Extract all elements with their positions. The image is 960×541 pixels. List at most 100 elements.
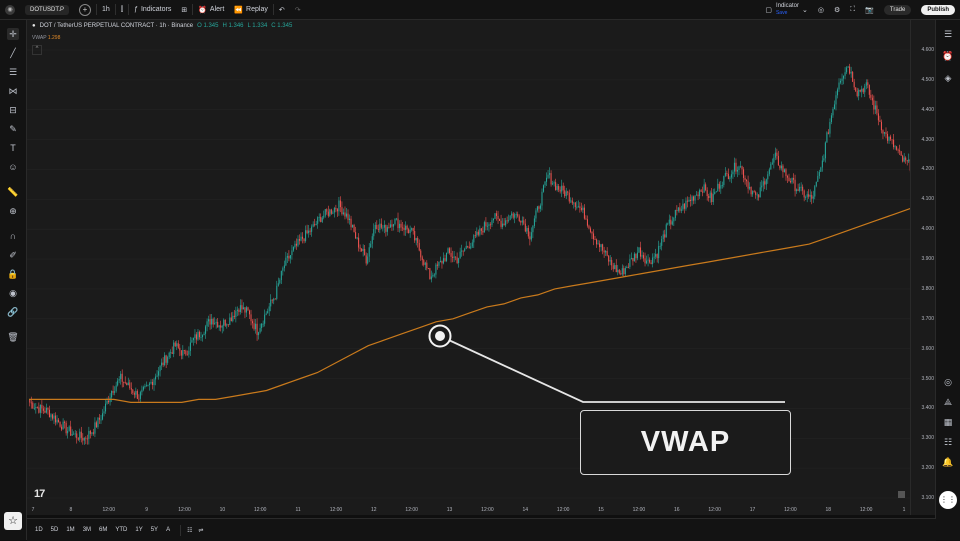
legend-high: H 1.346 [222, 23, 243, 29]
indicator-legend[interactable]: VWAP 1.298 [32, 35, 60, 41]
candle-body [414, 231, 415, 240]
projection-icon[interactable]: ⊟ [7, 104, 19, 116]
candle-body [352, 225, 353, 227]
candle-body [434, 275, 435, 276]
candle-body [100, 420, 101, 421]
text-icon[interactable]: T [7, 142, 19, 154]
date-range-icon[interactable]: ⇌ [198, 527, 203, 534]
undo-button[interactable]: ↶ [274, 0, 290, 19]
watchlist-icon[interactable]: ☰ [942, 28, 954, 40]
candle-body [708, 196, 709, 198]
brush-icon[interactable]: ✎ [7, 123, 19, 135]
candle-body [307, 230, 308, 233]
target-icon[interactable]: ◎ [942, 376, 954, 388]
more-apps-icon[interactable]: ⋮⋮ [939, 491, 957, 509]
candle-body [479, 228, 480, 234]
stay-drawing-icon[interactable]: ✐ [7, 249, 19, 261]
candle-body [792, 178, 793, 182]
candle-body [872, 98, 873, 101]
tradingview-logo: 17 [34, 488, 44, 500]
fib-icon[interactable]: ☰ [7, 66, 19, 78]
eye-icon[interactable]: ◉ [7, 287, 19, 299]
magnet-icon[interactable]: ∩ [7, 230, 19, 242]
lock-icon[interactable]: 🔒 [7, 268, 19, 280]
candle-body [117, 381, 118, 386]
zoom-icon[interactable]: ⊕ [7, 205, 19, 217]
candle-body [801, 187, 802, 188]
candle-body [354, 225, 355, 232]
symbol-search[interactable]: DOTUSDT.P [20, 0, 74, 19]
candle-body [207, 321, 208, 326]
candle-body [741, 166, 742, 169]
alert-button[interactable]: ⏰Alert [193, 0, 229, 19]
pattern-icon[interactable]: ⋈ [7, 85, 19, 97]
layout-menu[interactable]: ▢ Indicator Save ⌄ [760, 0, 813, 19]
candle-body [125, 382, 126, 383]
range-button[interactable]: 5D [47, 527, 63, 533]
range-button[interactable]: 5Y [147, 527, 162, 533]
crosshair-icon[interactable]: ✛ [7, 28, 19, 40]
alerts-clock-icon[interactable]: ⏰ [942, 50, 954, 62]
candle-body [182, 350, 183, 355]
quick-search-button[interactable]: ◎ [813, 0, 829, 19]
candle-body [475, 235, 476, 236]
trend-line-icon[interactable]: ╱ [7, 47, 19, 59]
notifications-bell-icon[interactable]: 🔔 [942, 456, 954, 468]
candle-body [431, 277, 432, 280]
candle-body [525, 224, 526, 232]
snapshot-button[interactable]: 📷 [860, 0, 879, 19]
fullscreen-button[interactable]: ⛶ [845, 0, 860, 19]
range-button[interactable]: 6M [95, 527, 111, 533]
interval-button[interactable]: 1h [97, 0, 115, 19]
candle-body [494, 213, 495, 219]
redo-button[interactable]: ↷ [290, 0, 306, 19]
chart-type-button[interactable]: ⫿ [116, 0, 128, 19]
candle-body [214, 323, 215, 324]
trash-icon[interactable]: 🗑 [7, 331, 19, 343]
candle-body [388, 227, 389, 228]
candle-body [770, 164, 771, 170]
trade-button[interactable]: Trade [879, 0, 916, 19]
collapse-legend-button[interactable]: ^ [32, 45, 42, 55]
calendar-icon[interactable]: ▦ [942, 416, 954, 428]
range-button[interactable]: YTD [111, 527, 131, 533]
settings-button[interactable]: ⚙ [829, 0, 845, 19]
range-button[interactable]: 1Y [131, 527, 146, 533]
ideas-icon[interactable]: ⟁ [942, 396, 954, 408]
candle-body [225, 320, 226, 326]
candle-body [270, 300, 271, 307]
publish-button[interactable]: Publish [916, 0, 960, 19]
candle-body [585, 219, 586, 220]
news-icon[interactable]: ☷ [942, 436, 954, 448]
range-button[interactable]: 1D [31, 527, 47, 533]
link-icon[interactable]: 🔗 [7, 306, 19, 318]
pane-toggle-icon[interactable] [898, 491, 905, 498]
ruler-icon[interactable]: 📏 [7, 186, 19, 198]
candle-body [149, 384, 150, 385]
range-button[interactable]: 1M [62, 527, 78, 533]
compare-ranges-icon[interactable]: ☷ [187, 527, 192, 534]
legend-low: L 1.334 [248, 23, 268, 29]
candle-body [717, 184, 718, 192]
separator [180, 525, 181, 536]
compare-button[interactable]: + [74, 0, 96, 19]
layouts-button[interactable]: ⊞ [176, 0, 192, 19]
range-button[interactable]: 3M [79, 527, 95, 533]
layers-icon[interactable]: ◈ [942, 72, 954, 84]
replay-button[interactable]: ⏪Replay [229, 0, 273, 19]
candle-body [181, 350, 182, 355]
logo-button[interactable]: ◉ [0, 0, 20, 19]
candle-body [867, 82, 868, 85]
range-button[interactable]: A [162, 527, 174, 533]
candle-body [172, 352, 173, 354]
layout-save-label: Save [776, 10, 799, 17]
candle-body [344, 212, 345, 216]
icons-tool-icon[interactable]: ☺ [7, 161, 19, 173]
candle-body [520, 221, 521, 222]
favorites-star-icon[interactable]: ☆ [4, 512, 22, 530]
candle-body [555, 182, 556, 190]
candle-body [588, 226, 589, 229]
